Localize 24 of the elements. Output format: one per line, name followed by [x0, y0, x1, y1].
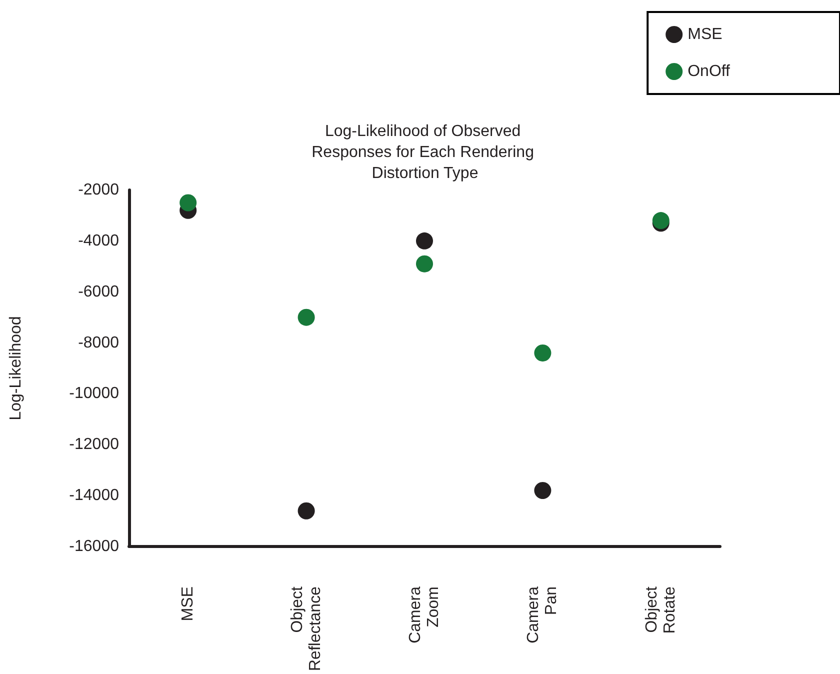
legend-label: OnOff [688, 63, 731, 80]
y-tick-label: -4000 [78, 232, 120, 250]
point [416, 255, 433, 272]
y-tick-label: -2000 [78, 182, 120, 198]
x-tick-label: Camera Zoom [407, 586, 442, 644]
chart-title: Log-Likelihood of Observed Responses for Each Rendering Distortion Type [312, 123, 538, 182]
point [534, 344, 552, 362]
y-tick-label: -6000 [78, 283, 120, 300]
x-tick-label: MSE [180, 586, 197, 622]
point [298, 308, 315, 326]
y-tick-label: -10000 [69, 385, 120, 402]
y-tick-label: -8000 [78, 334, 120, 352]
y-tick-label: -16000 [69, 538, 120, 556]
legend-label: MSE [688, 26, 722, 43]
point [534, 482, 552, 499]
y-tick-label: -12000 [69, 436, 120, 454]
y-axis-title: Log-Likelihood [8, 316, 24, 420]
y-tick-label: -14000 [69, 487, 120, 504]
point [298, 502, 315, 520]
x-tick-label: Camera Pan [525, 586, 560, 644]
x-tick-label: Object Reflectance [288, 586, 324, 672]
point [416, 232, 433, 250]
point [180, 194, 197, 212]
x-tick-label: Object Rotate [643, 586, 678, 634]
